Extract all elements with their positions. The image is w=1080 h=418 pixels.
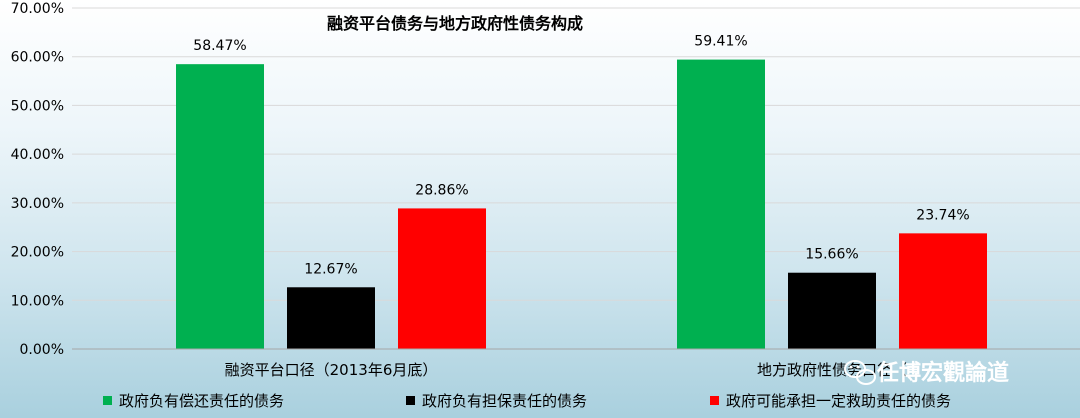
legend-label: 政府负有担保责任的债务 [422, 392, 587, 410]
legend-swatch [406, 396, 415, 405]
y-tick-label: 30.00% [11, 196, 64, 212]
legend-label: 政府可能承担一定救助责任的债务 [726, 392, 951, 410]
x-category-label: 融资平台口径（2013年6月底） [225, 361, 438, 379]
data-labels: 58.47% 59.41% 12.67% 15.66% 28.86% 23.74% [193, 34, 969, 278]
x-axis-categories: 融资平台口径（2013年6月底） 地方政府性债务口径（ [225, 361, 907, 379]
y-tick-label: 10.00% [11, 293, 64, 309]
bar [287, 287, 375, 349]
y-tick-label: 20.00% [11, 245, 64, 261]
bar [899, 233, 987, 349]
bar [398, 208, 486, 349]
y-tick-label: 60.00% [11, 50, 64, 66]
bar [677, 59, 765, 349]
watermark-text: 任博宏觀論道 [876, 360, 1009, 386]
y-tick-label: 50.00% [11, 98, 64, 114]
data-label: 59.41% [694, 34, 747, 50]
bar [788, 272, 876, 349]
chart-title: 融资平台债务与地方政府性债务构成 [327, 14, 583, 33]
y-tick-label: 70.00% [11, 1, 64, 17]
data-label: 15.66% [805, 247, 858, 263]
legend-swatch [103, 396, 112, 405]
y-tick-label: 40.00% [11, 147, 64, 163]
legend-swatch [710, 396, 719, 405]
data-label: 23.74% [916, 207, 969, 223]
bar [176, 64, 264, 349]
wechat-icon [844, 360, 876, 385]
data-label: 12.67% [304, 261, 357, 277]
legend: 政府负有偿还责任的债务 政府负有担保责任的债务 政府可能承担一定救助责任的债务 [103, 392, 951, 410]
x-category-label: 地方政府性债务口径（ [757, 361, 907, 379]
y-tick-label: 0.00% [20, 342, 64, 358]
watermark: 任博宏觀論道 [844, 360, 1009, 386]
data-label: 28.86% [415, 182, 468, 198]
bars [176, 59, 987, 349]
data-label: 58.47% [193, 38, 246, 54]
y-axis-ticks: 0.00% 10.00% 20.00% 30.00% 40.00% 50.00% 60.00… [11, 1, 64, 358]
legend-label: 政府负有偿还责任的债务 [119, 392, 284, 410]
